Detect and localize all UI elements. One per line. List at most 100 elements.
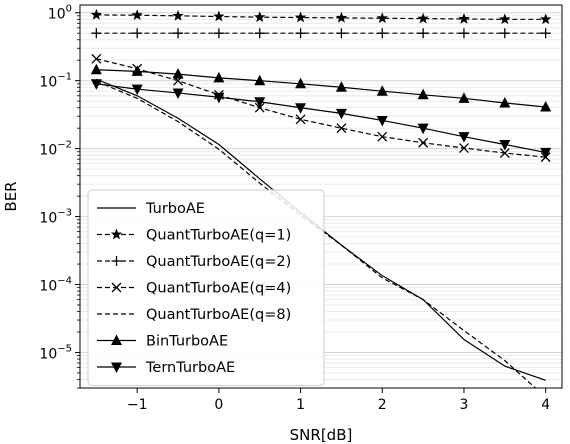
data-point bbox=[335, 11, 348, 23]
legend-marker bbox=[111, 282, 122, 293]
data-point bbox=[458, 28, 469, 39]
legend-marker bbox=[111, 256, 122, 266]
legend-marker bbox=[111, 334, 122, 345]
data-point bbox=[376, 12, 388, 24]
data-point bbox=[173, 28, 184, 39]
data-point bbox=[335, 108, 347, 120]
y-tick-label: 10−4 bbox=[39, 276, 72, 295]
series-ternturboae bbox=[90, 79, 552, 159]
data-point bbox=[91, 28, 102, 39]
data-point bbox=[90, 8, 103, 20]
data-point bbox=[458, 92, 470, 103]
data-point bbox=[131, 9, 143, 21]
data-point bbox=[336, 28, 347, 39]
series-line bbox=[96, 69, 546, 108]
data-point bbox=[458, 132, 470, 143]
data-point bbox=[499, 140, 511, 151]
x-tick-label: 1 bbox=[296, 397, 305, 413]
data-point bbox=[417, 88, 429, 100]
x-tick-label: 4 bbox=[541, 397, 550, 413]
legend-label: TernTurboAE bbox=[145, 360, 235, 376]
series-line bbox=[96, 80, 537, 388]
legend-label: QuantTurboAE(q=8) bbox=[146, 307, 291, 323]
legend-marker bbox=[110, 228, 123, 240]
data-point bbox=[131, 84, 143, 96]
legend-entry: TernTurboAE bbox=[97, 360, 235, 376]
legend-entry: QuantTurboAE(q=8) bbox=[97, 307, 291, 323]
data-point bbox=[499, 13, 511, 25]
data-point bbox=[376, 85, 388, 96]
axis-ticks: −1 0 1 2 3 4 100 10−1 10−2 10−3 10−4 10−5 bbox=[39, 4, 550, 413]
x-tick-label: 0 bbox=[214, 397, 223, 413]
data-point bbox=[417, 123, 429, 135]
data-point bbox=[295, 103, 307, 114]
data-point bbox=[418, 137, 429, 148]
data-point bbox=[90, 63, 102, 75]
data-point bbox=[499, 28, 510, 39]
legend-entry: TurboAE bbox=[97, 201, 205, 217]
series-line bbox=[96, 58, 546, 158]
data-point bbox=[294, 11, 307, 23]
data-point bbox=[213, 28, 224, 39]
data-point bbox=[540, 28, 551, 39]
legend: TurboAE QuantTurboAE(q=1) QuantTurboAE(q=2… bbox=[87, 189, 325, 386]
x-tick-label: 2 bbox=[378, 397, 387, 413]
data-point bbox=[499, 148, 510, 159]
data-point bbox=[172, 68, 184, 79]
y-tick-label: 100 bbox=[48, 4, 72, 23]
legend-entry: QuantTurboAE(q=2) bbox=[97, 254, 291, 270]
data-point bbox=[458, 12, 470, 24]
series-line bbox=[96, 14, 546, 20]
data-point bbox=[132, 28, 143, 39]
series-binturboae bbox=[90, 63, 552, 112]
series-quantturboae-q-1 bbox=[90, 8, 552, 25]
data-point bbox=[213, 71, 225, 83]
y-tick-label: 10−5 bbox=[39, 343, 72, 362]
data-point bbox=[336, 123, 347, 134]
data-point bbox=[254, 28, 265, 39]
legend-entry: QuantTurboAE(q=4) bbox=[97, 281, 291, 297]
data-point bbox=[540, 147, 552, 159]
series-quantturboae-q-2 bbox=[91, 28, 551, 39]
x-axis-label: SNR[dB] bbox=[290, 426, 353, 444]
data-point bbox=[213, 92, 225, 104]
y-tick-label: 10−2 bbox=[39, 140, 72, 159]
data-point bbox=[377, 131, 388, 142]
legend-label: BinTurboAE bbox=[146, 334, 228, 350]
data-point bbox=[377, 28, 388, 39]
data-point bbox=[539, 13, 552, 25]
data-point bbox=[131, 65, 143, 76]
legend-label: QuantTurboAE(q=1) bbox=[146, 228, 291, 244]
data-point bbox=[254, 11, 266, 23]
data-point bbox=[172, 9, 184, 21]
data-point bbox=[295, 28, 306, 39]
data-point bbox=[254, 74, 266, 86]
legend-entry: BinTurboAE bbox=[97, 334, 228, 350]
series-line bbox=[96, 83, 546, 153]
data-point bbox=[254, 97, 266, 108]
x-tick-label: −1 bbox=[127, 397, 148, 413]
legend-marker bbox=[111, 362, 122, 373]
data-point bbox=[213, 10, 225, 22]
data-point bbox=[91, 53, 102, 64]
y-tick-label: 10−3 bbox=[39, 208, 72, 227]
data-point bbox=[335, 81, 347, 92]
data-point bbox=[295, 114, 306, 125]
data-point bbox=[499, 96, 511, 108]
data-point bbox=[540, 100, 552, 112]
series-layer bbox=[90, 8, 552, 388]
data-point bbox=[172, 88, 184, 99]
data-point bbox=[376, 115, 388, 127]
series-quantturboae-q-8 bbox=[96, 80, 537, 388]
legend-label: QuantTurboAE(q=4) bbox=[146, 281, 291, 297]
legend-entry: QuantTurboAE(q=1) bbox=[97, 228, 291, 244]
data-point bbox=[90, 79, 102, 90]
data-point bbox=[417, 12, 429, 24]
data-point bbox=[418, 28, 429, 39]
data-point bbox=[295, 77, 307, 89]
x-tick-label: 3 bbox=[460, 397, 469, 413]
y-tick-label: 10−1 bbox=[39, 72, 72, 91]
legend-label: TurboAE bbox=[145, 201, 205, 217]
data-point bbox=[459, 143, 469, 154]
